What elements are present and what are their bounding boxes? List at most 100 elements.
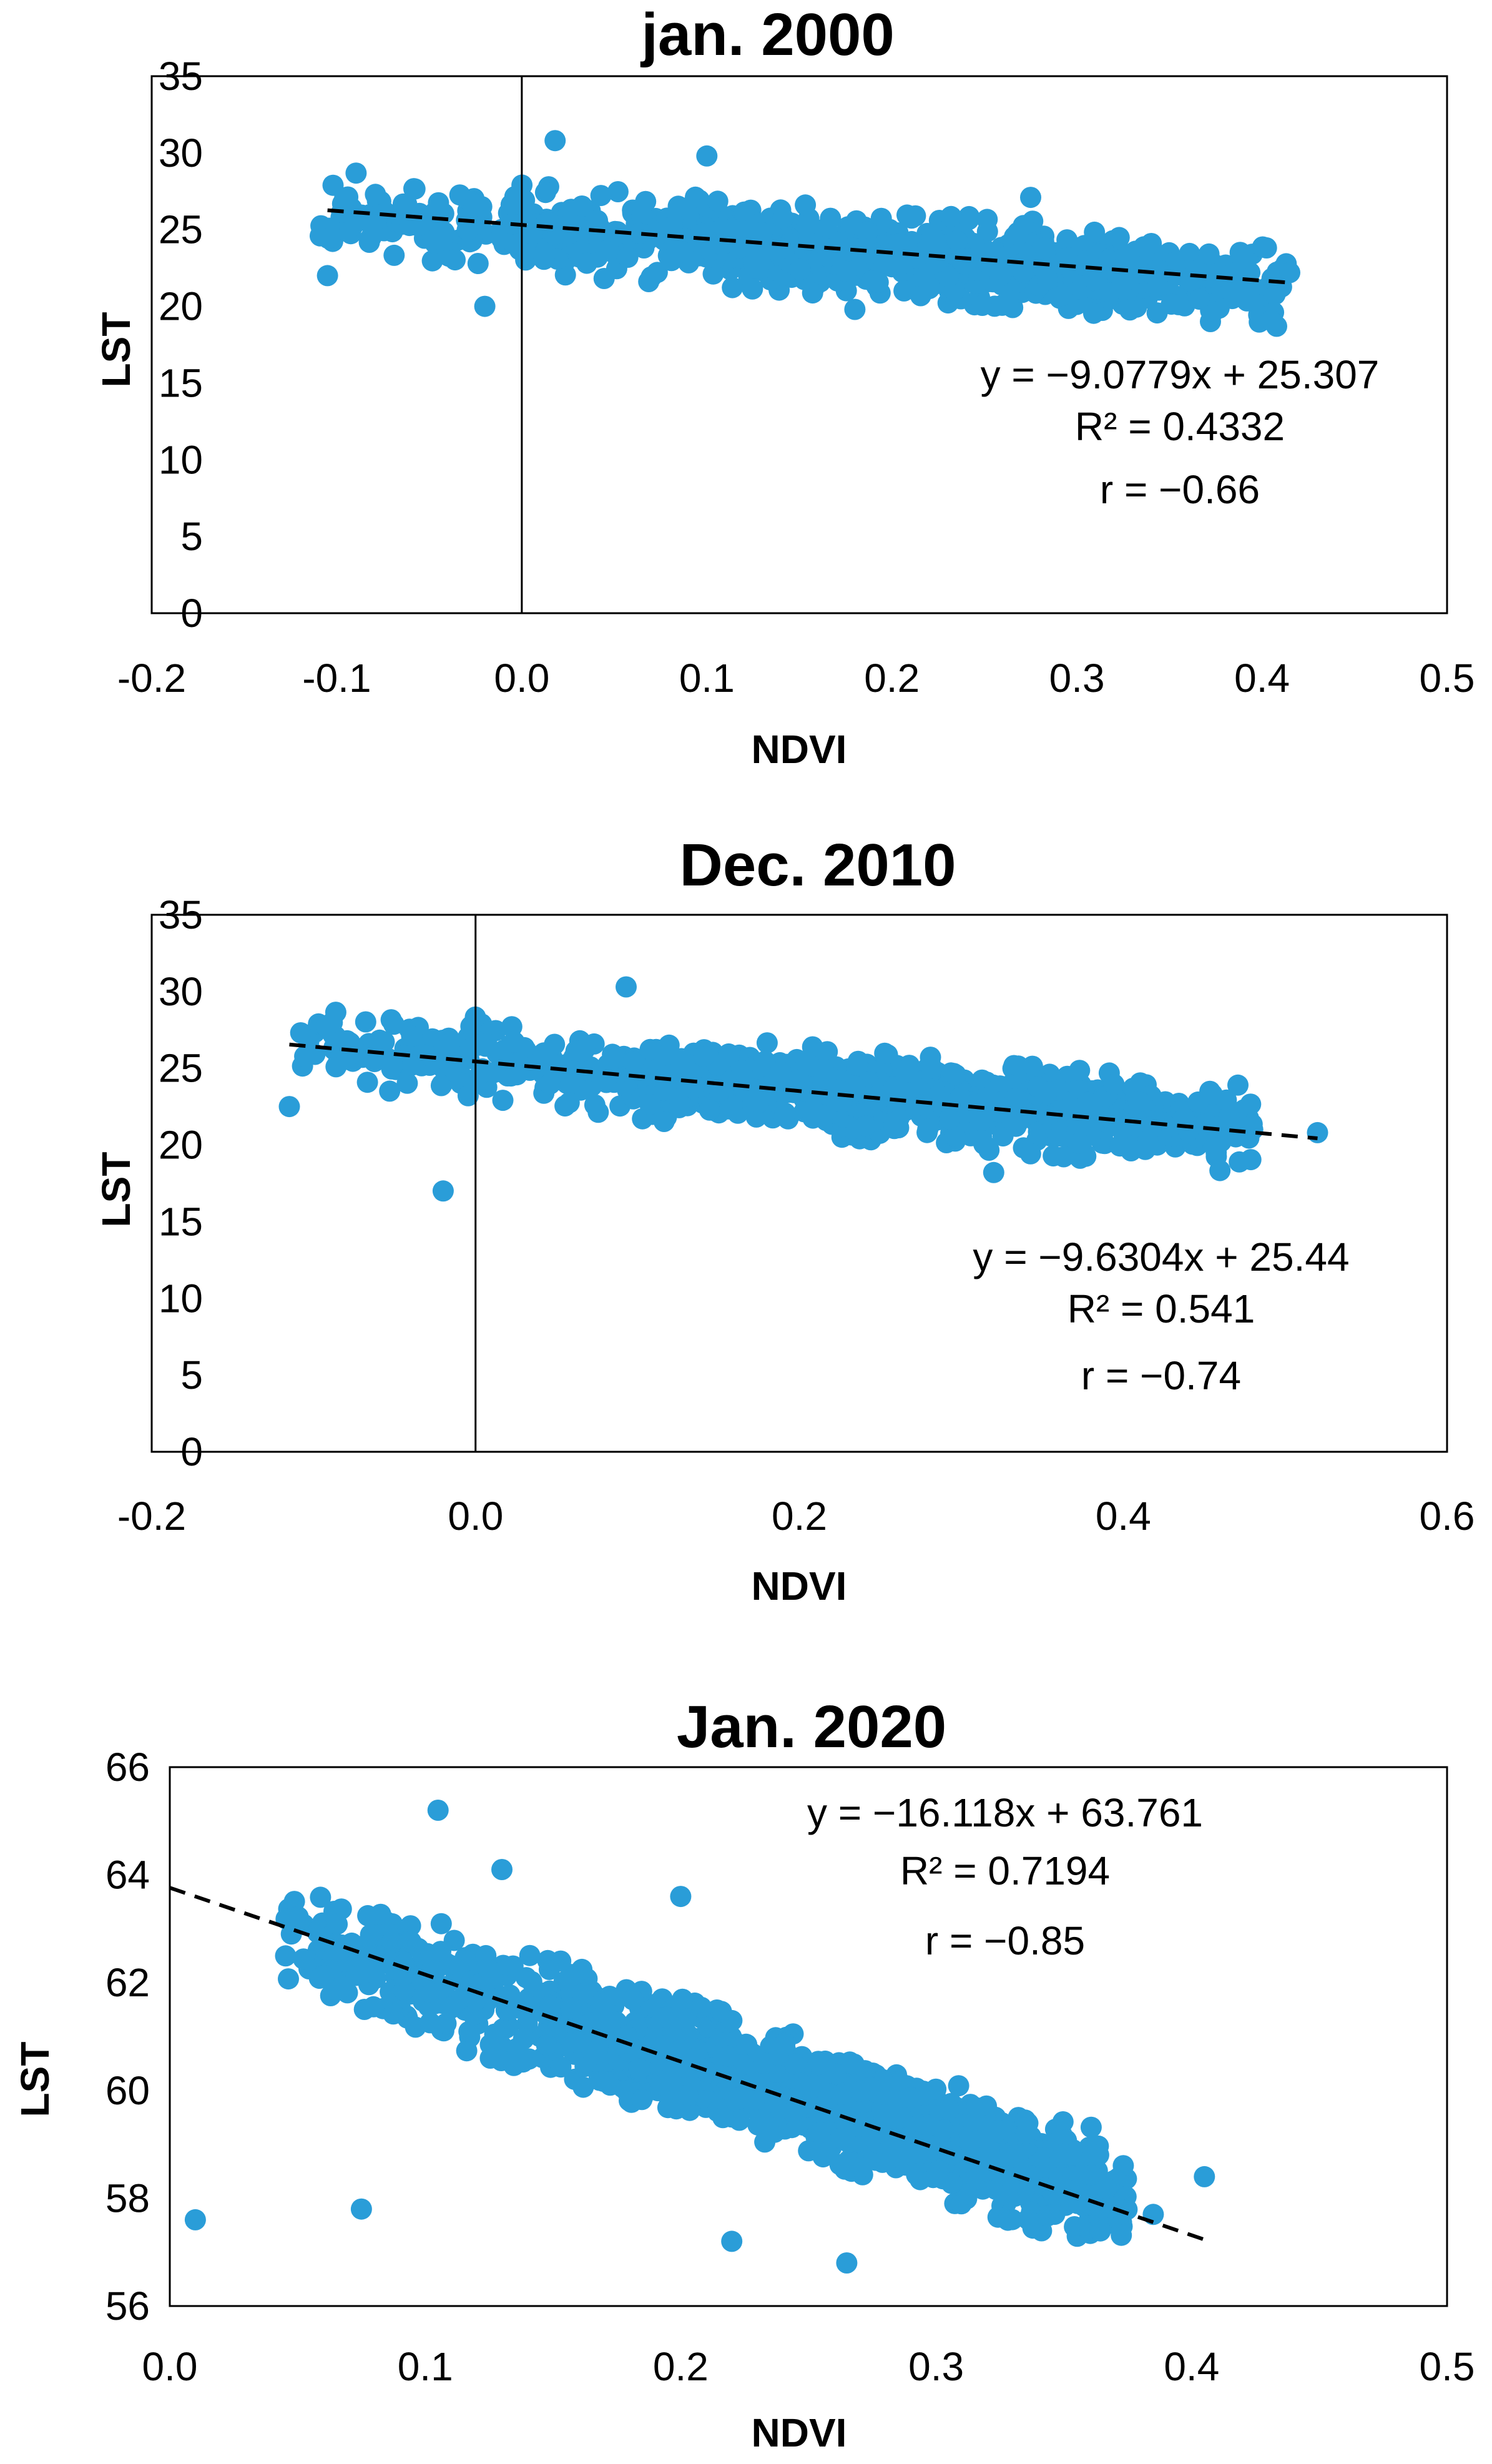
data-point [435, 2013, 457, 2034]
data-point [595, 240, 617, 262]
x-tick-label: 0.6 [1420, 1494, 1475, 1539]
data-point [928, 1085, 950, 1106]
data-point [1252, 236, 1274, 258]
data-point [1008, 1055, 1029, 1077]
data-point [734, 2087, 755, 2109]
data-point [900, 2087, 921, 2109]
data-point [756, 1032, 778, 1054]
data-point [830, 2084, 852, 2106]
y-tick-labels: 0 5 10 15 20 25 30 35 [159, 892, 203, 1474]
data-point [1001, 2209, 1023, 2230]
y-tick-label: 56 [106, 2284, 150, 2328]
data-point-outlier [427, 1800, 449, 1821]
data-point-outlier [1201, 1083, 1223, 1105]
y-tick-label: 60 [106, 2068, 150, 2113]
x-tick-label: 0.3 [908, 2344, 964, 2389]
data-point [515, 249, 537, 271]
y-tick-label: 15 [159, 360, 203, 405]
data-point [926, 2161, 948, 2182]
x-tick-label: -0.2 [117, 1494, 186, 1539]
data-point [772, 207, 794, 229]
data-point [1147, 259, 1169, 280]
data-point [381, 1055, 403, 1077]
data-point [360, 213, 381, 235]
data-point [849, 2157, 871, 2178]
data-point [457, 1085, 479, 1106]
data-point-outlier [278, 1096, 300, 1118]
x-tick-label: 0.1 [679, 656, 735, 701]
data-point [460, 1015, 482, 1037]
data-point [361, 1961, 383, 1983]
data-point [793, 2075, 815, 2097]
data-point [1051, 285, 1073, 307]
data-point [1198, 243, 1220, 265]
data-point [770, 1060, 792, 1082]
x-tick-label: 0.5 [1420, 2344, 1475, 2389]
data-point [434, 1976, 456, 1998]
data-point [430, 1913, 452, 1934]
data-point [702, 263, 724, 285]
x-tick-label: 0.0 [448, 1494, 503, 1539]
data-point-outlier [491, 1859, 513, 1880]
data-point [812, 1058, 834, 1080]
data-point [649, 222, 670, 244]
y-tick-label: 0 [180, 1429, 203, 1474]
data-point [534, 182, 556, 204]
data-point [707, 190, 729, 212]
data-point [996, 2184, 1018, 2206]
data-point [1087, 2144, 1109, 2166]
data-point [672, 1988, 694, 2010]
data-point-outlier [1242, 1119, 1264, 1140]
data-point [731, 1060, 753, 1082]
data-point-outlier [844, 298, 866, 320]
data-point [622, 1989, 644, 2011]
data-point [797, 232, 819, 254]
data-point [533, 249, 555, 270]
data-point [576, 252, 597, 274]
data-point [608, 2034, 630, 2056]
data-point [856, 221, 878, 243]
data-point [1197, 267, 1219, 288]
x-tick-label: -0.2 [117, 656, 186, 701]
data-point-outlier [983, 1161, 1004, 1183]
data-point [1004, 1088, 1026, 1110]
data-point [1207, 1116, 1229, 1138]
data-point [521, 223, 543, 245]
data-point [458, 2021, 480, 2043]
y-tick-labels: 0 5 10 15 20 25 30 35 [159, 54, 203, 636]
data-point [1037, 269, 1059, 290]
data-point [693, 1046, 715, 1067]
plot-area [150, 75, 1448, 614]
x-tick-label: 0.2 [772, 1494, 827, 1539]
data-point [639, 1038, 661, 1060]
data-point [874, 1042, 896, 1064]
y-tick-label: 58 [106, 2176, 150, 2220]
x-tick-labels: -0.2 0.0 0.2 0.4 0.6 [117, 1494, 1475, 1539]
data-point [948, 2075, 969, 2097]
data-point [293, 1948, 315, 1970]
data-point [1146, 302, 1168, 324]
data-point [1127, 1091, 1149, 1113]
data-point [1119, 299, 1141, 321]
data-point [275, 1945, 297, 1967]
data-point [1147, 275, 1169, 297]
data-point [1261, 268, 1283, 289]
x-tick-labels: -0.2 -0.1 0.0 0.1 0.2 0.3 0.4 0.5 [117, 656, 1475, 701]
correlation-r: r = −0.74 [1081, 1353, 1241, 1398]
data-point [958, 209, 979, 230]
data-point [1141, 233, 1162, 254]
data-point [1015, 2122, 1037, 2144]
data-point [294, 1045, 316, 1067]
data-point [893, 280, 915, 302]
data-point [900, 2143, 921, 2165]
data-point [345, 1964, 366, 1986]
data-point-outlier [544, 130, 566, 152]
data-point [519, 1944, 541, 1966]
data-point [550, 1950, 572, 1972]
x-tick-label: 0.5 [1420, 656, 1475, 701]
data-point [721, 219, 743, 240]
scatter-points [278, 976, 1328, 1202]
y-tick-label: 25 [159, 1046, 203, 1091]
data-point [1035, 2157, 1057, 2179]
x-tick-labels: 0.0 0.1 0.2 0.3 0.4 0.5 [142, 2344, 1475, 2389]
